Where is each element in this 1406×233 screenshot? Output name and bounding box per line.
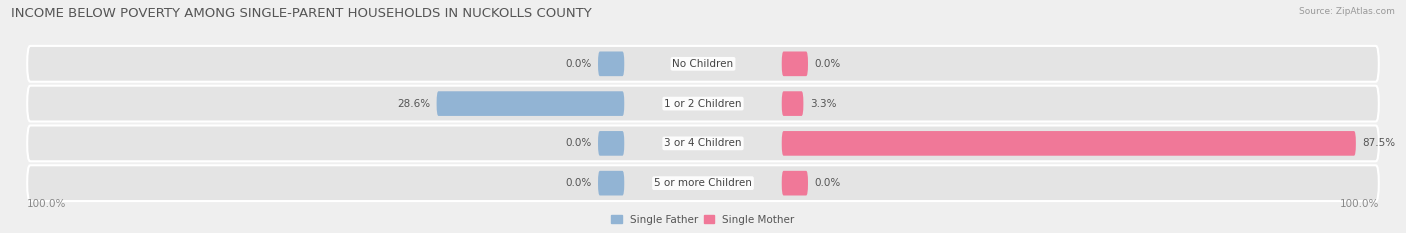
FancyBboxPatch shape — [598, 131, 624, 156]
FancyBboxPatch shape — [782, 51, 808, 76]
Text: 100.0%: 100.0% — [1340, 199, 1379, 209]
Text: 5 or more Children: 5 or more Children — [654, 178, 752, 188]
FancyBboxPatch shape — [598, 51, 624, 76]
Text: 1 or 2 Children: 1 or 2 Children — [664, 99, 742, 109]
FancyBboxPatch shape — [437, 91, 624, 116]
Legend: Single Father, Single Mother: Single Father, Single Mother — [607, 211, 799, 229]
FancyBboxPatch shape — [27, 165, 1379, 201]
Text: 3.3%: 3.3% — [810, 99, 837, 109]
FancyBboxPatch shape — [782, 91, 803, 116]
Text: 0.0%: 0.0% — [565, 138, 592, 148]
Text: 0.0%: 0.0% — [565, 59, 592, 69]
FancyBboxPatch shape — [782, 131, 1355, 156]
Text: 0.0%: 0.0% — [814, 59, 841, 69]
Text: No Children: No Children — [672, 59, 734, 69]
Text: 100.0%: 100.0% — [27, 199, 66, 209]
Text: 3 or 4 Children: 3 or 4 Children — [664, 138, 742, 148]
Text: 0.0%: 0.0% — [565, 178, 592, 188]
Text: 28.6%: 28.6% — [396, 99, 430, 109]
Text: Source: ZipAtlas.com: Source: ZipAtlas.com — [1299, 7, 1395, 16]
Text: 87.5%: 87.5% — [1362, 138, 1396, 148]
FancyBboxPatch shape — [27, 126, 1379, 161]
Text: 0.0%: 0.0% — [814, 178, 841, 188]
FancyBboxPatch shape — [27, 86, 1379, 121]
FancyBboxPatch shape — [27, 46, 1379, 82]
FancyBboxPatch shape — [782, 171, 808, 195]
FancyBboxPatch shape — [598, 171, 624, 195]
Text: INCOME BELOW POVERTY AMONG SINGLE-PARENT HOUSEHOLDS IN NUCKOLLS COUNTY: INCOME BELOW POVERTY AMONG SINGLE-PARENT… — [11, 7, 592, 20]
